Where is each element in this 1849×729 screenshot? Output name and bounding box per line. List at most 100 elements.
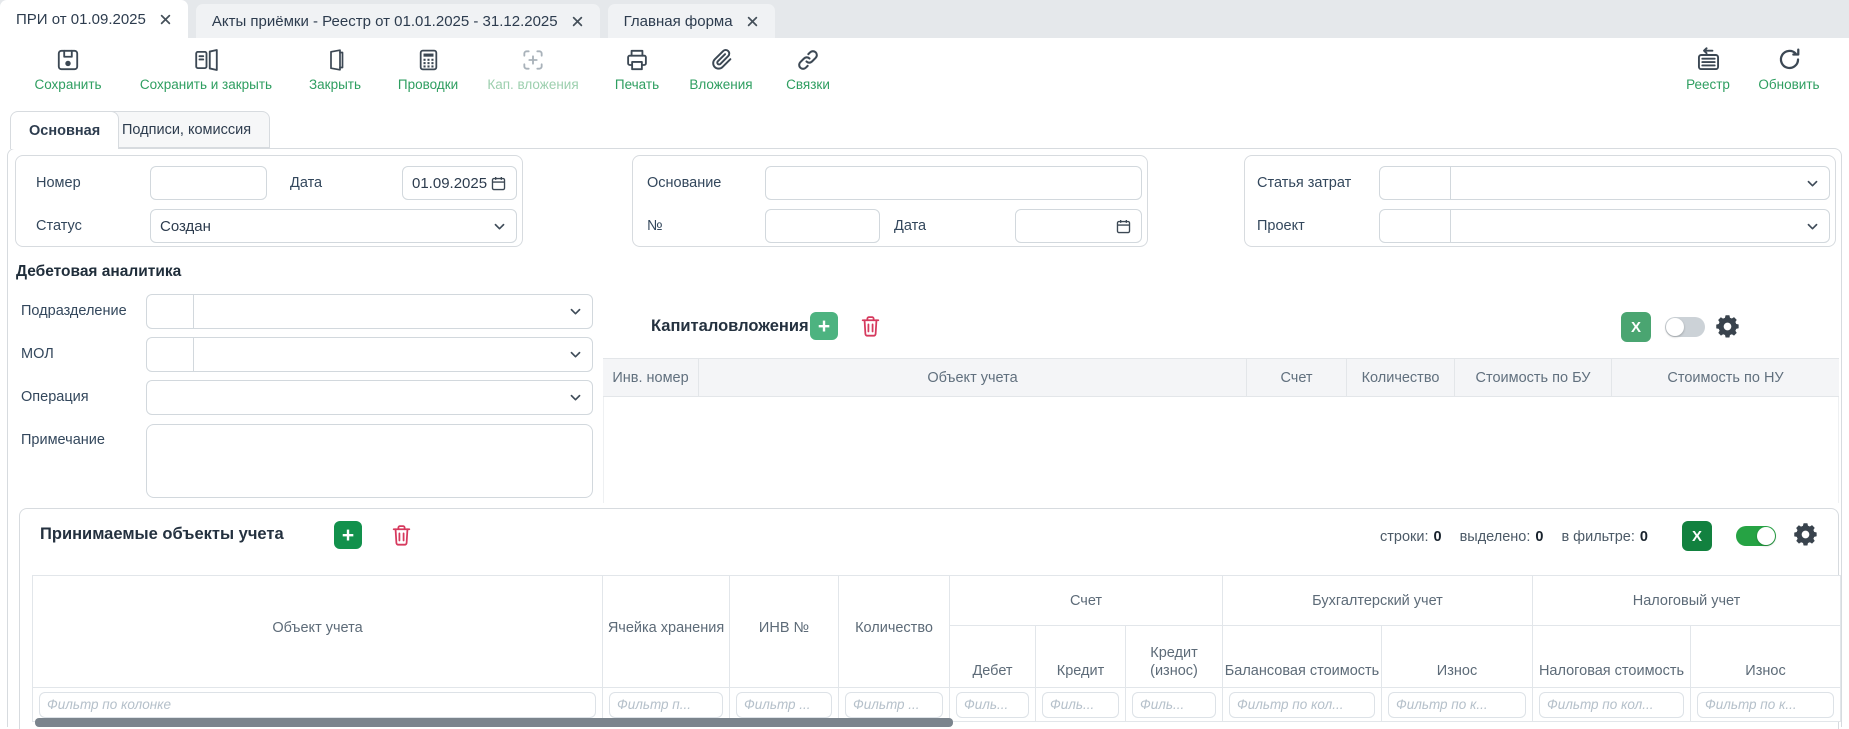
column-header[interactable]: Объект учета — [698, 359, 1246, 396]
attachments-button[interactable]: Вложения — [681, 46, 761, 92]
basis-panel: Основание № Дата — [632, 155, 1148, 247]
operation-label: Операция — [21, 389, 89, 405]
save-close-icon — [193, 46, 220, 73]
column-header[interactable]: Стоимость по БУ — [1454, 359, 1611, 396]
refresh-button[interactable]: Обновить — [1753, 46, 1825, 92]
column-filter-input[interactable] — [609, 691, 723, 718]
close-icon[interactable] — [746, 15, 759, 28]
column-filter-input[interactable] — [39, 691, 596, 718]
add-row-button[interactable]: + — [334, 521, 362, 549]
print-button[interactable]: Печать — [606, 46, 668, 92]
postings-button[interactable]: Проводки — [388, 46, 468, 92]
number-label: Номер — [36, 175, 81, 191]
add-row-button[interactable]: + — [810, 312, 838, 340]
registry-button[interactable]: Реестр — [1678, 46, 1738, 92]
column-header[interactable]: Количество — [1346, 359, 1454, 396]
basis-field[interactable] — [765, 166, 1142, 200]
column-header[interactable]: Счет — [1246, 359, 1346, 396]
debit-analytics-title: Дебетовая аналитика — [16, 263, 182, 280]
selected-count: выделено: 0 — [1459, 529, 1544, 545]
table-stats: строки: 0 выделено: 0 в фильтре: 0 — [1380, 529, 1648, 545]
number-field[interactable] — [150, 166, 267, 200]
export-excel-button[interactable]: X — [1621, 312, 1651, 342]
column-filter-input[interactable] — [1697, 691, 1835, 718]
date-label: Дата — [290, 175, 323, 191]
delete-row-button[interactable] — [389, 522, 414, 548]
column-filter-input[interactable] — [1388, 691, 1526, 718]
column-header[interactable]: Стоимость по НУ — [1611, 359, 1839, 396]
main-form-panel: Номер Дата 01.09.2025 Статус Создан Осно… — [7, 148, 1842, 729]
window-tab-main-form[interactable]: Главная форма — [607, 4, 775, 38]
project-code-box — [1380, 210, 1451, 242]
save-and-close-button[interactable]: Сохранить и закрыть — [127, 46, 285, 92]
column-header[interactable]: Износ — [1381, 625, 1533, 688]
basis-label: Основание — [647, 175, 722, 191]
basis-number-field[interactable] — [765, 209, 880, 243]
trash-icon — [392, 525, 411, 546]
cost-item-label: Статья затрат — [1257, 175, 1352, 191]
column-header[interactable]: Количество — [838, 575, 950, 688]
window-tab-label: ПРИ от 01.09.2025 — [16, 10, 146, 28]
column-header[interactable]: Ячейка хранения — [602, 575, 730, 688]
column-header[interactable]: Объект учета — [32, 575, 603, 688]
column-header[interactable]: Налоговая стоимость — [1532, 625, 1691, 688]
column-filter-input[interactable] — [1042, 691, 1119, 718]
column-header[interactable]: Дебет — [949, 625, 1036, 688]
column-filter-input[interactable] — [736, 691, 832, 718]
window-tab-registry[interactable]: Акты приёмки - Реестр от 01.01.2025 - 31… — [195, 4, 600, 38]
note-field[interactable] — [146, 424, 593, 498]
column-header[interactable]: Кредит — [1035, 625, 1126, 688]
column-header[interactable]: ИНВ № — [729, 575, 839, 688]
column-header[interactable]: Балансовая стоимость — [1222, 625, 1382, 688]
capex-table-body — [603, 397, 1839, 503]
basis-date-field[interactable] — [1015, 209, 1142, 243]
chevron-down-icon — [1807, 223, 1818, 229]
capex-filter-toggle[interactable] — [1665, 317, 1705, 337]
document-header-panel: Номер Дата 01.09.2025 Статус Создан — [15, 155, 523, 247]
close-icon[interactable] — [571, 15, 584, 28]
column-filter-input[interactable] — [1132, 691, 1216, 718]
column-filter-input[interactable] — [1229, 691, 1375, 718]
rows-count: строки: 0 — [1380, 529, 1442, 545]
trash-icon — [861, 316, 880, 337]
column-header[interactable]: Износ — [1689, 625, 1842, 688]
calendar-icon — [1116, 219, 1131, 233]
export-excel-button[interactable]: X — [1682, 521, 1712, 551]
window-tab-label: Главная форма — [623, 12, 733, 30]
objects-settings-button[interactable] — [1792, 521, 1819, 548]
department-code-box — [147, 295, 194, 328]
column-group-account: Счет — [949, 575, 1223, 626]
save-icon — [55, 46, 81, 73]
horizontal-scrollbar[interactable] — [35, 718, 953, 727]
column-header[interactable]: Кредит (износ) — [1125, 625, 1223, 688]
column-filter-input[interactable] — [845, 691, 943, 718]
mol-select[interactable] — [146, 337, 593, 372]
printer-icon — [624, 46, 650, 73]
project-select[interactable] — [1379, 209, 1830, 243]
date-field[interactable]: 01.09.2025 — [402, 166, 517, 200]
department-select[interactable] — [146, 294, 593, 329]
status-select[interactable]: Создан — [150, 209, 517, 243]
column-filter-input[interactable] — [1539, 691, 1684, 718]
delete-row-button[interactable] — [858, 313, 883, 339]
chevron-down-icon — [494, 223, 505, 229]
links-button[interactable]: Связки — [776, 46, 840, 92]
save-button[interactable]: Сохранить — [22, 46, 114, 92]
column-filter-input[interactable] — [956, 691, 1029, 718]
window-tab-bar: ПРИ от 01.09.2025 Акты приёмки - Реестр … — [0, 0, 1849, 38]
objects-filter-toggle[interactable] — [1736, 526, 1776, 546]
filtered-count: в фильтре: 0 — [1561, 529, 1648, 545]
toolbar: Сохранить Сохранить и закрыть Закрыть Пр… — [0, 38, 1849, 98]
tab-signatures-commission[interactable]: Подписи, комиссия — [103, 111, 271, 148]
capex-settings-button[interactable] — [1714, 313, 1741, 340]
cost-item-select[interactable] — [1379, 166, 1830, 200]
column-header[interactable]: Инв. номер — [612, 369, 689, 386]
tab-main[interactable]: Основная — [10, 111, 120, 149]
calculator-icon — [416, 46, 441, 73]
column-group-accounting: Бухгалтерский учет — [1222, 575, 1533, 626]
window-tab-pri[interactable]: ПРИ от 01.09.2025 — [0, 0, 188, 38]
close-button[interactable]: Закрыть — [300, 46, 370, 92]
close-icon[interactable] — [159, 13, 172, 26]
refresh-icon — [1776, 46, 1803, 73]
operation-select[interactable] — [146, 380, 593, 415]
